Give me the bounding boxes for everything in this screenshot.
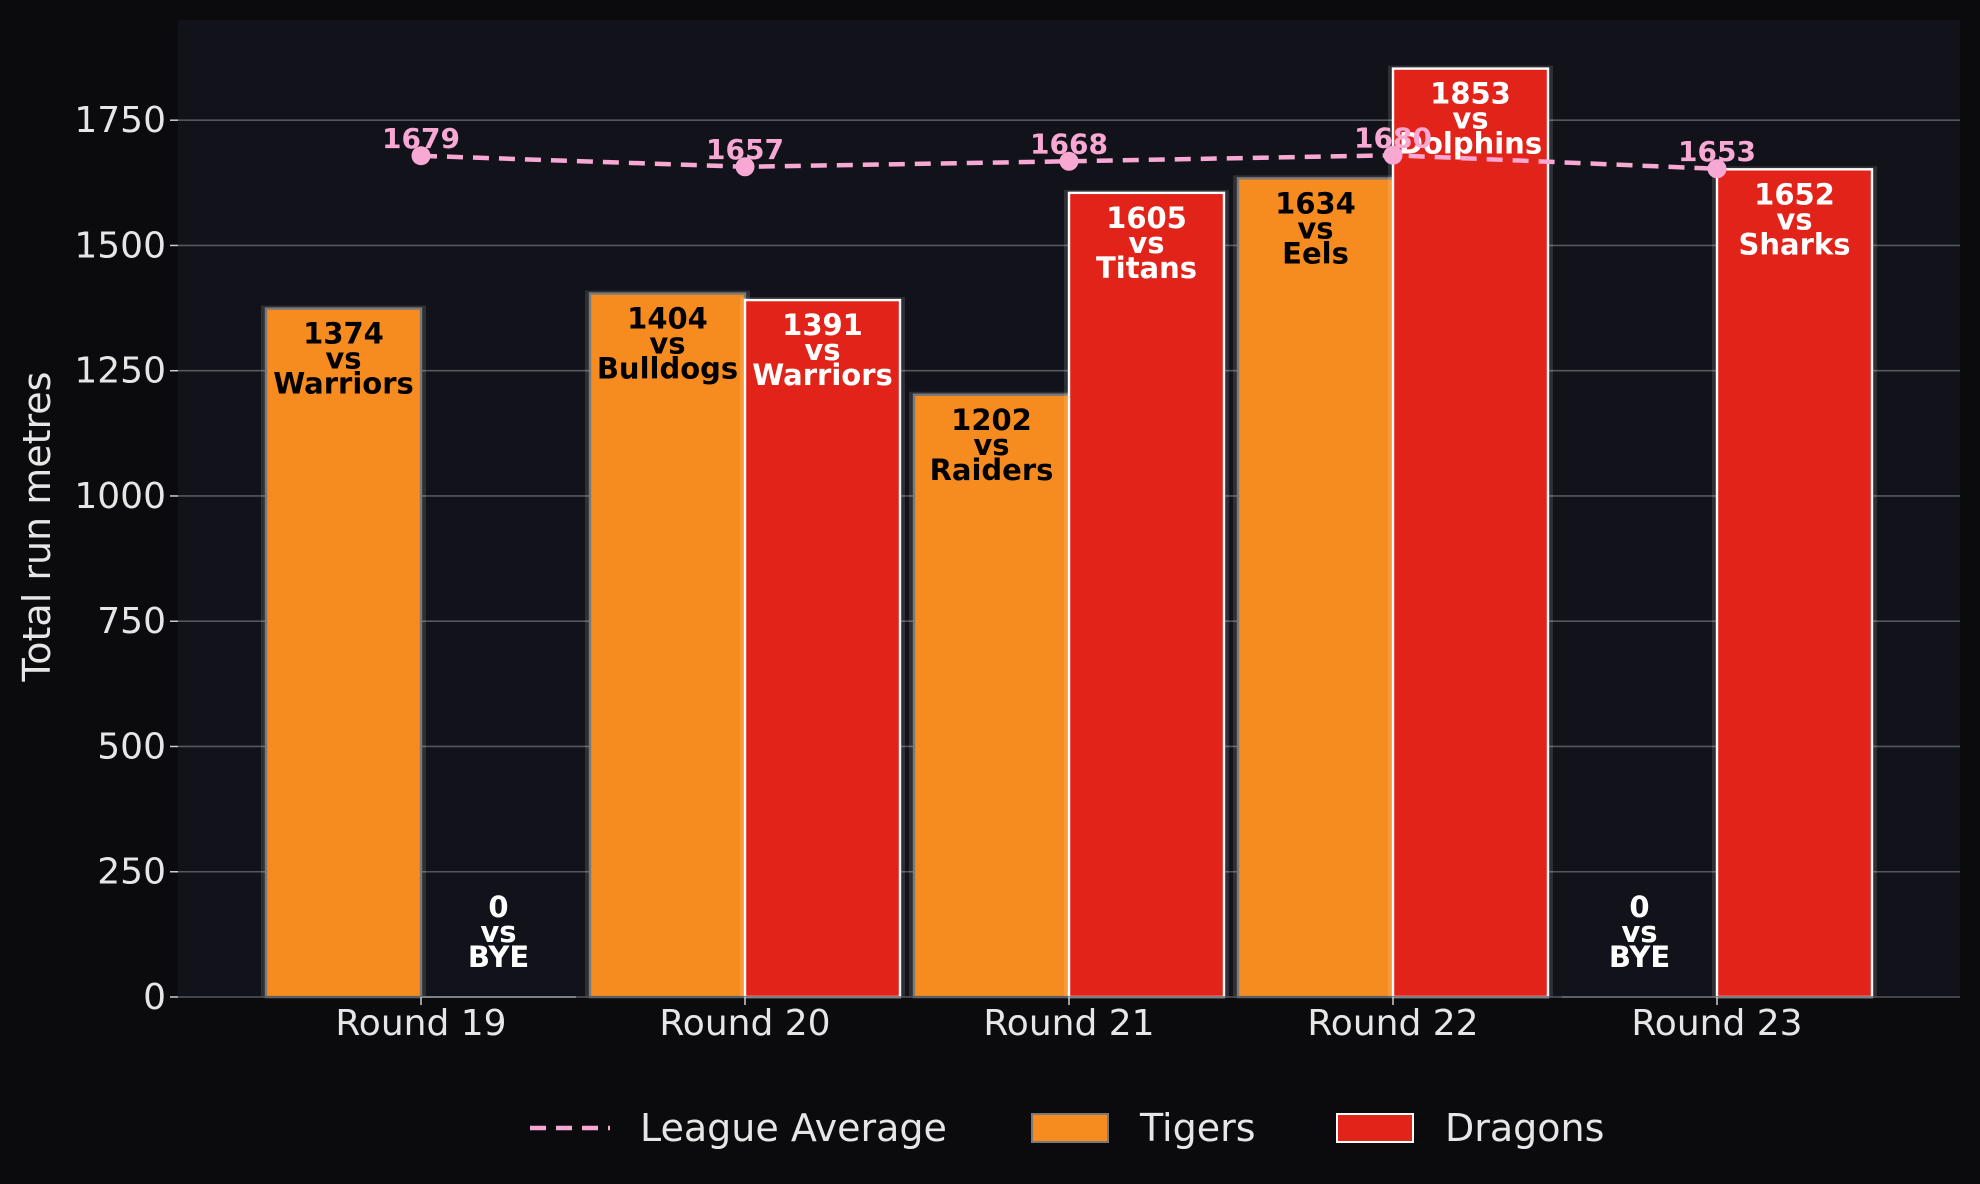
y-tick-label: 250 [97,852,166,893]
legend: League Average Tigers Dragons [530,1106,1604,1150]
legend-dragons-label: Dragons [1445,1106,1604,1150]
y-tick-label: 1000 [74,476,166,517]
bar-value-label: 1202 [951,403,1032,437]
bar-value-label: vs [1776,202,1812,236]
dragons-bar [743,298,902,999]
tigers-bar [912,393,1071,999]
legend-tigers-swatch [1031,1113,1109,1143]
y-axis-label: Total run metres [15,372,59,683]
tigers-bar [264,307,423,999]
bar-value-label: Eels [1282,236,1349,270]
x-tick-label: Round 20 [659,1003,830,1044]
bar-value-label: 1374 [303,317,384,351]
axes: 0 250 500 750 1000 1250 1500 1750 Round 19 Round … [74,100,1960,1044]
legend-league-average-label: League Average [640,1106,947,1150]
league-average-dashed-line [420,153,1718,172]
y-tick-label: 0 [143,977,166,1018]
league-average-point [735,157,755,177]
league-average-point [1059,151,1079,171]
bar-value-label: vs [1621,915,1657,949]
bar-value-label: 1391 [782,308,863,342]
bars [261,65,1877,999]
dragons-bar [1067,191,1226,999]
league-average-label: 1679 [382,122,460,155]
y-tick-label: 1500 [74,225,166,266]
league-average-label: 1653 [1678,135,1756,168]
bar-value-label: 0 [1629,890,1649,924]
x-tick-label: Round 21 [983,1003,1154,1044]
bar-value-label: BYE [1609,940,1670,974]
bar-value-label: Raiders [930,453,1054,487]
league-average-line: 1679 1657 1668 1680 1653 [382,121,1756,179]
bar-value-label: vs [480,915,516,949]
bar-value-label: 1634 [1275,186,1356,220]
bar-value-label: vs [1297,211,1333,245]
legend-dragons-swatch [1336,1113,1414,1143]
bar-value-label: Warriors [752,358,893,392]
bar-value-label: Warriors [273,367,414,401]
bar-value-label: 1404 [627,302,708,336]
bar-value-label: 1605 [1106,201,1187,235]
bar-value-label: BYE [468,940,529,974]
tigers-bar [588,292,747,999]
tigers-bar [1236,177,1395,999]
bar-labels: 1374vsWarriors1404vsBulldogs1202vsRaider… [273,77,1850,974]
league-average-label: 1668 [1030,127,1108,160]
bar-value-label: 1853 [1430,77,1511,111]
y-tick-label: 1750 [74,100,166,141]
bar-value-label: vs [649,327,685,361]
bar-value-label: vs [973,428,1009,462]
bar-value-label: vs [325,342,361,376]
x-tick-label: Round 23 [1631,1003,1802,1044]
bar-value-label: 1652 [1754,177,1835,211]
bar-value-label: Bulldogs [597,352,738,386]
dragons-bar [1391,67,1550,999]
league-average-label: 1680 [1354,121,1432,154]
league-average-point [1383,145,1403,165]
legend-tigers-label: Tigers [1139,1106,1256,1150]
league-average-point [1707,159,1727,179]
x-tick-label: Round 19 [335,1003,506,1044]
bar-value-label: Titans [1096,251,1197,285]
bar-value-label: 0 [488,890,508,924]
bar-value-label: Sharks [1739,227,1851,261]
league-average-label: 1657 [706,133,784,166]
y-tick-label: 500 [97,726,166,767]
y-tick-label: 1250 [74,351,166,392]
bar-value-label: vs [1452,102,1488,136]
y-tick-label: 750 [97,601,166,642]
bar-value-label: vs [804,333,840,367]
x-tick-label: Round 22 [1307,1003,1478,1044]
dragons-bar [1715,168,1874,999]
bar-value-label: vs [1128,226,1164,260]
league-average-point [411,146,431,166]
